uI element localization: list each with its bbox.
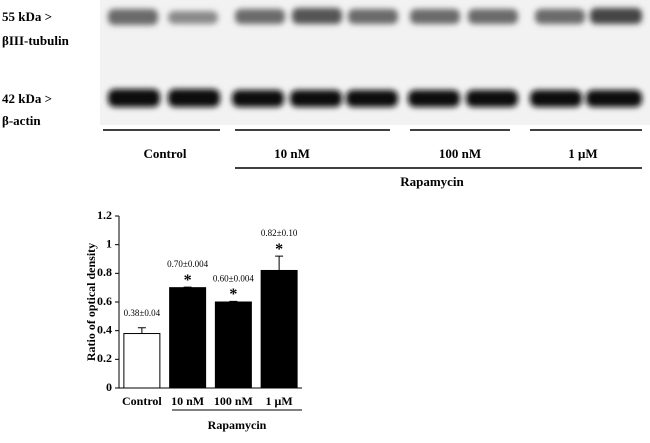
x-tick-label: 1 μM — [266, 394, 293, 408]
lane-label: 100 nM — [439, 146, 481, 161]
significance-marker: * — [184, 272, 192, 289]
value-label: 0.82±0.10 — [261, 228, 298, 238]
lane-lines — [103, 129, 642, 169]
lane-label: 1 μM — [568, 146, 597, 161]
y-tick-label: 1 — [106, 236, 112, 250]
x-tick-label: 100 nM — [214, 394, 253, 408]
bar — [169, 287, 207, 389]
bar — [260, 269, 298, 389]
value-label: 0.38±0.04 — [124, 308, 161, 318]
error-bar — [275, 255, 284, 271]
value-label: 0.70±0.004 — [167, 259, 208, 269]
blot-image — [100, 0, 650, 125]
bar — [214, 301, 252, 389]
treatment-label: Rapamycin — [400, 174, 464, 189]
error-bar — [137, 327, 146, 334]
lane-label: 10 nM — [274, 146, 310, 161]
y-axis-label: Ratio of optical density — [84, 243, 98, 361]
y-tick-label: 0.4 — [97, 322, 112, 336]
protein-label: βIII-tubulin — [2, 33, 70, 48]
value-label: 0.60±0.004 — [213, 273, 254, 283]
y-tick-label: 0.2 — [97, 351, 112, 365]
lane-label: Control — [143, 146, 186, 161]
x-tick-label: 10 nM — [171, 394, 204, 408]
y-tick-label: 0.8 — [97, 265, 112, 279]
marker-label: 42 kDa > — [2, 91, 52, 106]
y-tick-label: 1.2 — [97, 208, 112, 222]
x-tick-label: Control — [122, 394, 162, 408]
marker-label: 55 kDa > — [2, 9, 52, 24]
group-label: Rapamycin — [208, 418, 267, 432]
significance-marker: * — [229, 286, 237, 303]
significance-marker: * — [275, 241, 283, 258]
y-tick-label: 0 — [106, 380, 112, 394]
error-bar — [229, 300, 238, 302]
y-tick-label: 0.6 — [97, 294, 112, 308]
error-bar — [183, 286, 192, 288]
bar — [123, 333, 161, 389]
protein-label: β-actin — [2, 113, 41, 128]
